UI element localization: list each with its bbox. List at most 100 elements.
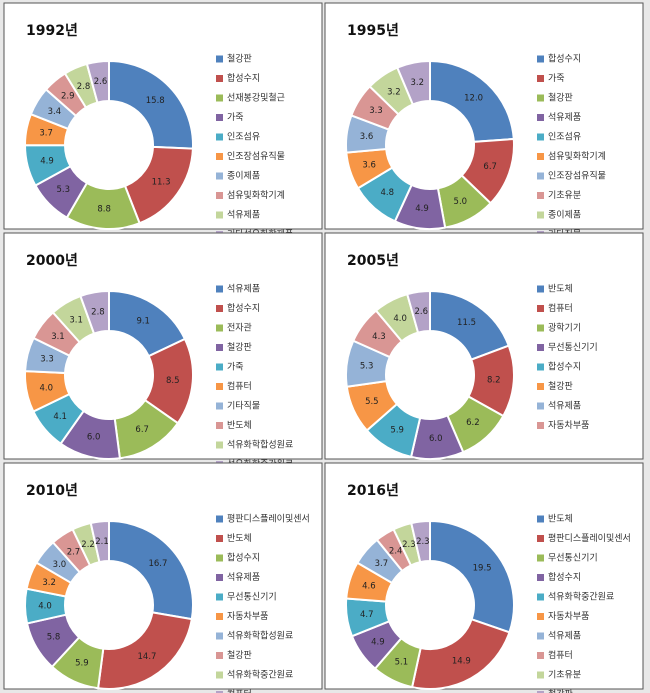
data-label: 3.0 bbox=[53, 560, 67, 570]
legend-label: 합성수지 bbox=[227, 553, 260, 564]
legend-swatch bbox=[537, 671, 544, 679]
legend-label: 자동차부품 bbox=[548, 610, 589, 622]
legend-swatch bbox=[216, 671, 223, 679]
data-label: 2.6 bbox=[414, 307, 428, 317]
legend-label: 전자관 bbox=[227, 323, 252, 334]
legend-label: 광학기기 bbox=[548, 322, 581, 334]
data-label: 4.0 bbox=[40, 383, 54, 393]
legend-label: 자동차부품 bbox=[227, 610, 268, 622]
legend-label: 합성수지 bbox=[548, 54, 581, 65]
data-label: 3.6 bbox=[362, 160, 376, 170]
legend-swatch bbox=[537, 172, 544, 180]
legend-label: 인조장섬유직물 bbox=[227, 151, 285, 162]
data-label: 3.1 bbox=[69, 316, 83, 326]
legend-swatch bbox=[537, 535, 544, 542]
donut-slice bbox=[79, 289, 110, 335]
data-label: 6.2 bbox=[466, 418, 480, 428]
legend-label: 평판디스플레이및센서 bbox=[548, 532, 631, 544]
data-label: 6.7 bbox=[483, 162, 497, 172]
data-label: 5.0 bbox=[454, 197, 468, 207]
donut-slice bbox=[108, 59, 194, 150]
legend-label: 기초유분 bbox=[548, 190, 581, 201]
legend-swatch bbox=[537, 324, 544, 332]
legend-label: 가죽 bbox=[227, 112, 244, 123]
legend-swatch bbox=[216, 613, 223, 620]
data-label: 3.1 bbox=[51, 332, 65, 342]
legend-label: 종이제품 bbox=[227, 171, 260, 182]
legend-swatch bbox=[216, 535, 223, 542]
legend-label: 인조섬유 bbox=[227, 132, 260, 143]
legend-label: 컴퓨터 bbox=[227, 688, 252, 693]
data-label: 5.8 bbox=[47, 633, 61, 643]
legend-label: 석유제품 bbox=[548, 631, 581, 642]
legend-swatch bbox=[537, 691, 544, 693]
legend-swatch bbox=[216, 593, 223, 601]
data-label: 5.3 bbox=[56, 185, 70, 195]
legend-swatch bbox=[537, 574, 544, 581]
data-label: 4.3 bbox=[372, 332, 386, 342]
legend-label: 종이제품 bbox=[548, 210, 581, 221]
legend-label: 가죽 bbox=[548, 73, 565, 84]
data-label: 3.2 bbox=[387, 88, 401, 98]
legend-swatch bbox=[216, 691, 223, 693]
legend-swatch bbox=[537, 402, 544, 410]
legend-label: 철강판 bbox=[548, 93, 573, 104]
legend-label: 석유제품 bbox=[227, 210, 260, 221]
legend-label: 컴퓨터 bbox=[548, 302, 573, 314]
legend-swatch bbox=[537, 652, 544, 659]
donut-slice bbox=[410, 519, 431, 564]
legend-swatch bbox=[537, 192, 544, 199]
legend-label: 무선통신기기 bbox=[548, 342, 598, 353]
legend-swatch bbox=[537, 114, 544, 121]
data-label: 4.9 bbox=[415, 204, 429, 214]
data-label: 3.6 bbox=[360, 132, 374, 142]
legend-label: 석유화학중간원료 bbox=[548, 592, 614, 603]
legend-swatch bbox=[537, 75, 544, 82]
legend-swatch bbox=[216, 94, 223, 102]
legend-label: 선재봉강및철근 bbox=[227, 92, 285, 104]
legend-swatch bbox=[216, 554, 223, 562]
data-label: 4.6 bbox=[362, 581, 376, 591]
legend-swatch bbox=[537, 363, 544, 371]
data-label: 11.5 bbox=[457, 318, 476, 328]
legend-swatch bbox=[216, 75, 223, 82]
data-label: 5.1 bbox=[395, 658, 409, 668]
legend-label: 석유제품 bbox=[548, 112, 581, 123]
data-label: 6.0 bbox=[429, 434, 443, 444]
legend-label: 컴퓨터 bbox=[227, 380, 252, 392]
chart-panel: 1992년 15.8 11.3 8.8 5.3 4.9 3.7 3.4 2.92.8 2.6 철강판… bbox=[3, 2, 323, 240]
donut-slice bbox=[89, 519, 110, 564]
donut-slice bbox=[85, 59, 110, 104]
data-label: 4.9 bbox=[371, 638, 385, 648]
data-label: 12.0 bbox=[464, 94, 483, 104]
chart-title: 1995년 bbox=[347, 23, 399, 39]
legend-label: 합성수지 bbox=[548, 362, 581, 373]
data-label: 14.7 bbox=[138, 652, 157, 662]
data-label: 5.9 bbox=[75, 658, 89, 668]
data-label: 8.2 bbox=[487, 375, 501, 385]
legend-swatch bbox=[216, 305, 223, 312]
legend-label: 가죽 bbox=[227, 362, 244, 373]
chart-title: 1992년 bbox=[26, 23, 78, 39]
legend-swatch bbox=[216, 383, 223, 390]
legend-label: 평판디스플레이및센서 bbox=[227, 513, 310, 525]
data-label: 8.5 bbox=[166, 376, 180, 386]
data-label: 2.7 bbox=[67, 547, 81, 557]
legend-swatch bbox=[537, 593, 544, 601]
data-label: 2.3 bbox=[402, 540, 416, 550]
legend-swatch bbox=[216, 422, 223, 429]
data-label: 3.3 bbox=[40, 355, 54, 365]
legend-swatch bbox=[216, 363, 223, 371]
legend-swatch bbox=[537, 632, 544, 640]
legend-label: 반도체 bbox=[548, 284, 573, 295]
legend-label: 무선통신기기 bbox=[227, 592, 277, 603]
donut-slice bbox=[395, 59, 431, 106]
data-label: 2.8 bbox=[77, 82, 91, 92]
chart-panel: 2005년 11.5 8.2 6.2 6.0 5.9 5.5 5.3 4.3 4.0 2.6 반도체컴… bbox=[324, 232, 644, 460]
legend-swatch bbox=[537, 305, 544, 312]
legend-swatch bbox=[537, 344, 544, 351]
legend-swatch bbox=[216, 133, 223, 141]
data-label: 8.8 bbox=[97, 204, 111, 214]
data-label: 5.3 bbox=[360, 362, 374, 372]
data-label: 6.7 bbox=[135, 425, 149, 435]
